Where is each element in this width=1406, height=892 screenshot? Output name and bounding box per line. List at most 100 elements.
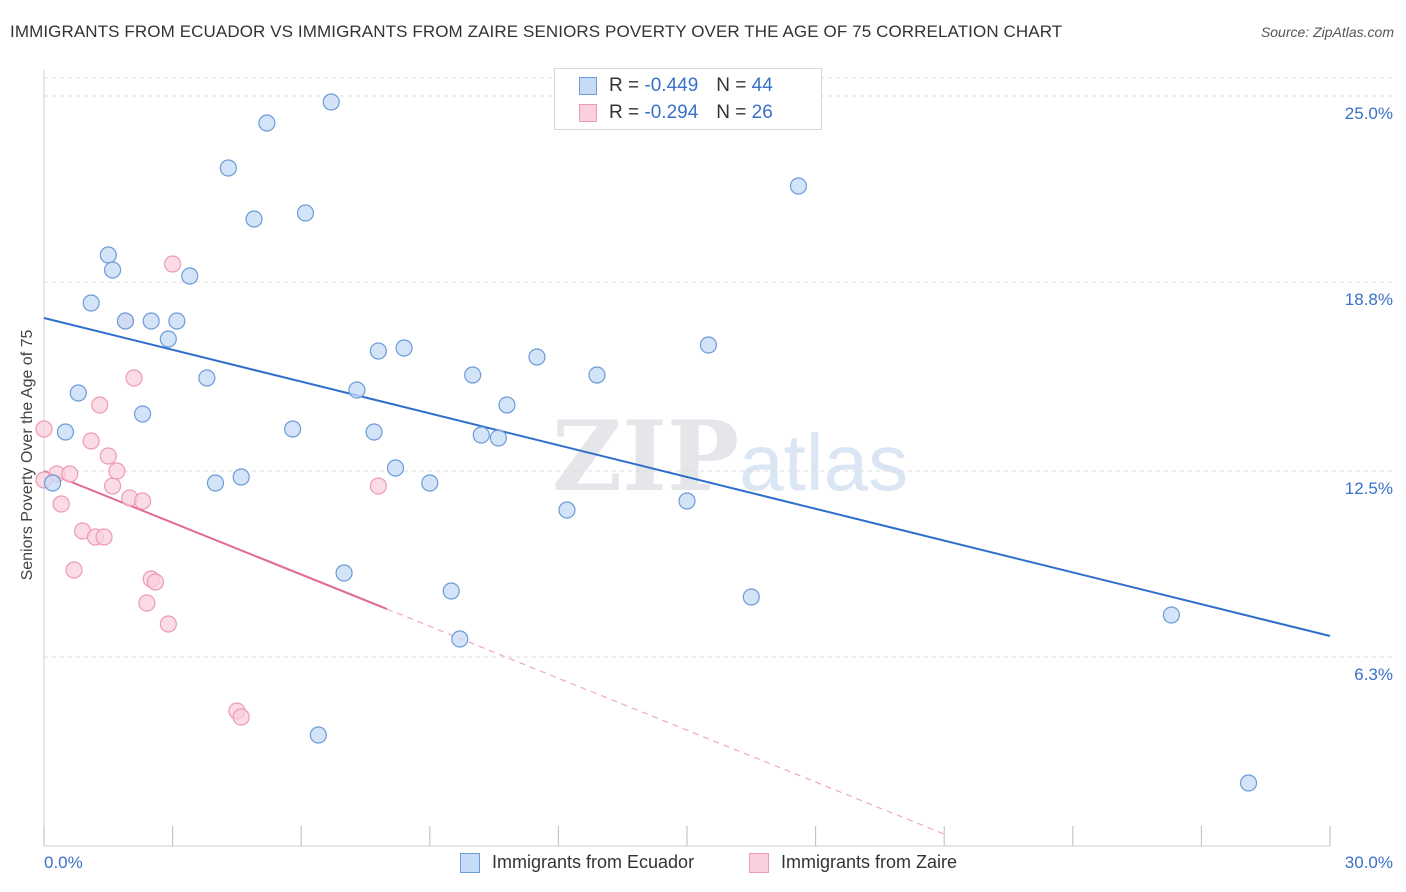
ecuador-point: [472, 426, 490, 444]
ecuador-point: [168, 312, 186, 330]
ecuador-point: [82, 294, 100, 312]
ecuador-point: [442, 582, 460, 600]
legend-row-ecuador: R = -0.449 N = 44: [579, 75, 773, 97]
zaire-trendline-extension: [386, 608, 945, 835]
zaire-point: [65, 561, 83, 579]
ecuador-point: [335, 564, 353, 582]
ecuador-point: [348, 381, 366, 399]
zaire-point: [164, 255, 182, 273]
legend-n-value-zaire: 26: [751, 102, 773, 123]
legend-swatch-zaire: [579, 104, 597, 122]
watermark: ZIPatlas: [552, 400, 908, 513]
legend-label-ecuador: Immigrants from Ecuador: [492, 852, 695, 872]
ecuador-point: [699, 336, 718, 354]
ecuador-point: [395, 339, 413, 357]
legend-swatch-ecuador: [460, 852, 480, 873]
ecuador-point: [232, 468, 250, 486]
chart-title: IMMIGRANTS FROM ECUADOR VS IMMIGRANTS FR…: [10, 22, 1063, 41]
ecuador-point: [365, 423, 383, 441]
legend-item-ecuador: Immigrants from Ecuador: [460, 852, 694, 873]
ecuador-point: [56, 423, 75, 441]
legend-n-label: N =: [716, 75, 747, 96]
ecuador-point: [69, 384, 87, 402]
ecuador-point: [1239, 774, 1258, 792]
y-tick-label: 25.0%: [1344, 104, 1393, 123]
zaire-point: [52, 495, 70, 513]
ecuador-point: [742, 588, 760, 606]
y-tick-label: 12.5%: [1344, 479, 1393, 498]
ecuador-point: [489, 429, 507, 447]
ecuador-point: [451, 630, 469, 648]
zaire-point: [133, 492, 152, 510]
zaire-trendline: [43, 470, 388, 610]
ecuador-point: [133, 405, 152, 423]
zaire-point: [369, 477, 387, 495]
y-tick-label: 18.8%: [1344, 290, 1393, 309]
correlation-legend: R = -0.449 N = 44 R = -0.294 N = 26: [554, 68, 822, 130]
y-tick-label: 6.3%: [1354, 665, 1393, 684]
ecuador-point: [1162, 606, 1180, 624]
data-points: [35, 93, 1258, 792]
zaire-point: [95, 528, 113, 546]
source-label: Source: ZipAtlas.com: [1260, 24, 1394, 40]
ecuador-point: [43, 474, 62, 492]
zaire-point: [232, 708, 250, 726]
ecuador-point: [198, 369, 216, 387]
ecuador-point: [206, 474, 225, 492]
ecuador-point: [296, 204, 315, 222]
legend-n-label: N =: [716, 102, 747, 123]
ecuador-point: [159, 330, 177, 348]
x-tick-label-min: 0.0%: [44, 853, 83, 872]
ecuador-point: [588, 366, 606, 384]
zaire-point: [103, 477, 122, 495]
ecuador-point: [464, 366, 482, 384]
legend-label-zaire: Immigrants from Zaire: [781, 852, 958, 872]
ecuador-point: [116, 312, 135, 330]
legend-r-label: R =: [609, 75, 640, 96]
ecuador-point: [219, 159, 237, 177]
ecuador-point: [558, 501, 576, 519]
ecuador-trendline: [43, 317, 1331, 637]
legend-item-zaire: Immigrants from Zaire: [749, 852, 957, 873]
legend-swatch-zaire: [749, 852, 769, 873]
ecuador-point: [181, 267, 199, 285]
ecuador-point: [245, 210, 263, 228]
legend-n-value-ecuador: 44: [751, 75, 773, 96]
axes: [43, 70, 1331, 847]
ecuador-point: [386, 459, 405, 477]
legend-swatch-ecuador: [579, 77, 597, 95]
trendlines: [43, 317, 1331, 835]
ecuador-point: [369, 342, 387, 360]
ecuador-point: [103, 261, 122, 279]
watermark-zip: ZIP: [552, 400, 740, 513]
zaire-point: [125, 369, 143, 387]
zaire-point: [99, 447, 117, 465]
legend-row-zaire: R = -0.294 N = 26: [579, 102, 773, 124]
ecuador-point: [678, 492, 696, 510]
legend-r-value-zaire: -0.294: [644, 102, 699, 123]
zaire-point: [61, 465, 79, 483]
ecuador-point: [142, 312, 160, 330]
x-tick-label-max: 30.0%: [1344, 853, 1393, 872]
watermark-atlas: atlas: [739, 418, 909, 507]
zaire-point: [146, 573, 165, 591]
zaire-point: [159, 615, 177, 633]
zaire-point: [91, 396, 109, 414]
zaire-point: [35, 420, 53, 438]
zaire-point: [138, 594, 156, 612]
legend-r-value-ecuador: -0.449: [644, 75, 699, 96]
ecuador-point: [284, 420, 302, 438]
y-axis-label: Seniors Poverty Over the Age of 75: [19, 329, 36, 581]
ecuador-point: [309, 726, 327, 744]
legend-r-label: R =: [609, 102, 640, 123]
ecuador-point: [528, 348, 546, 366]
ecuador-point: [322, 93, 340, 111]
zaire-point: [108, 462, 126, 480]
ecuador-point: [258, 114, 276, 132]
ecuador-point: [99, 246, 117, 264]
series-legend: Immigrants from Ecuador Immigrants from …: [0, 852, 1406, 876]
ecuador-point: [498, 396, 516, 414]
ecuador-point: [789, 177, 808, 195]
zaire-point: [82, 432, 100, 450]
